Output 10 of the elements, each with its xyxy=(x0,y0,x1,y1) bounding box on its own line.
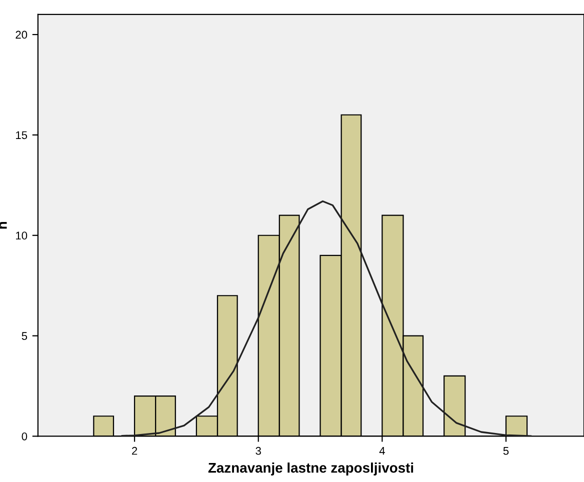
y-tick-label: 20 xyxy=(16,30,28,39)
y-tick-label: 5 xyxy=(22,332,28,340)
x-tick-label: 3 xyxy=(256,446,261,455)
y-tick-label: 0 xyxy=(22,432,28,440)
y-tick-label: 15 xyxy=(16,131,28,140)
x-axis-title: Zaznavanje lastne zaposljivosti xyxy=(208,462,414,476)
x-tick-label: 2 xyxy=(132,446,138,455)
x-tick-label: 4 xyxy=(379,447,385,455)
x-tick-label: 5 xyxy=(503,447,509,455)
y-tick-label: 10 xyxy=(16,232,28,240)
